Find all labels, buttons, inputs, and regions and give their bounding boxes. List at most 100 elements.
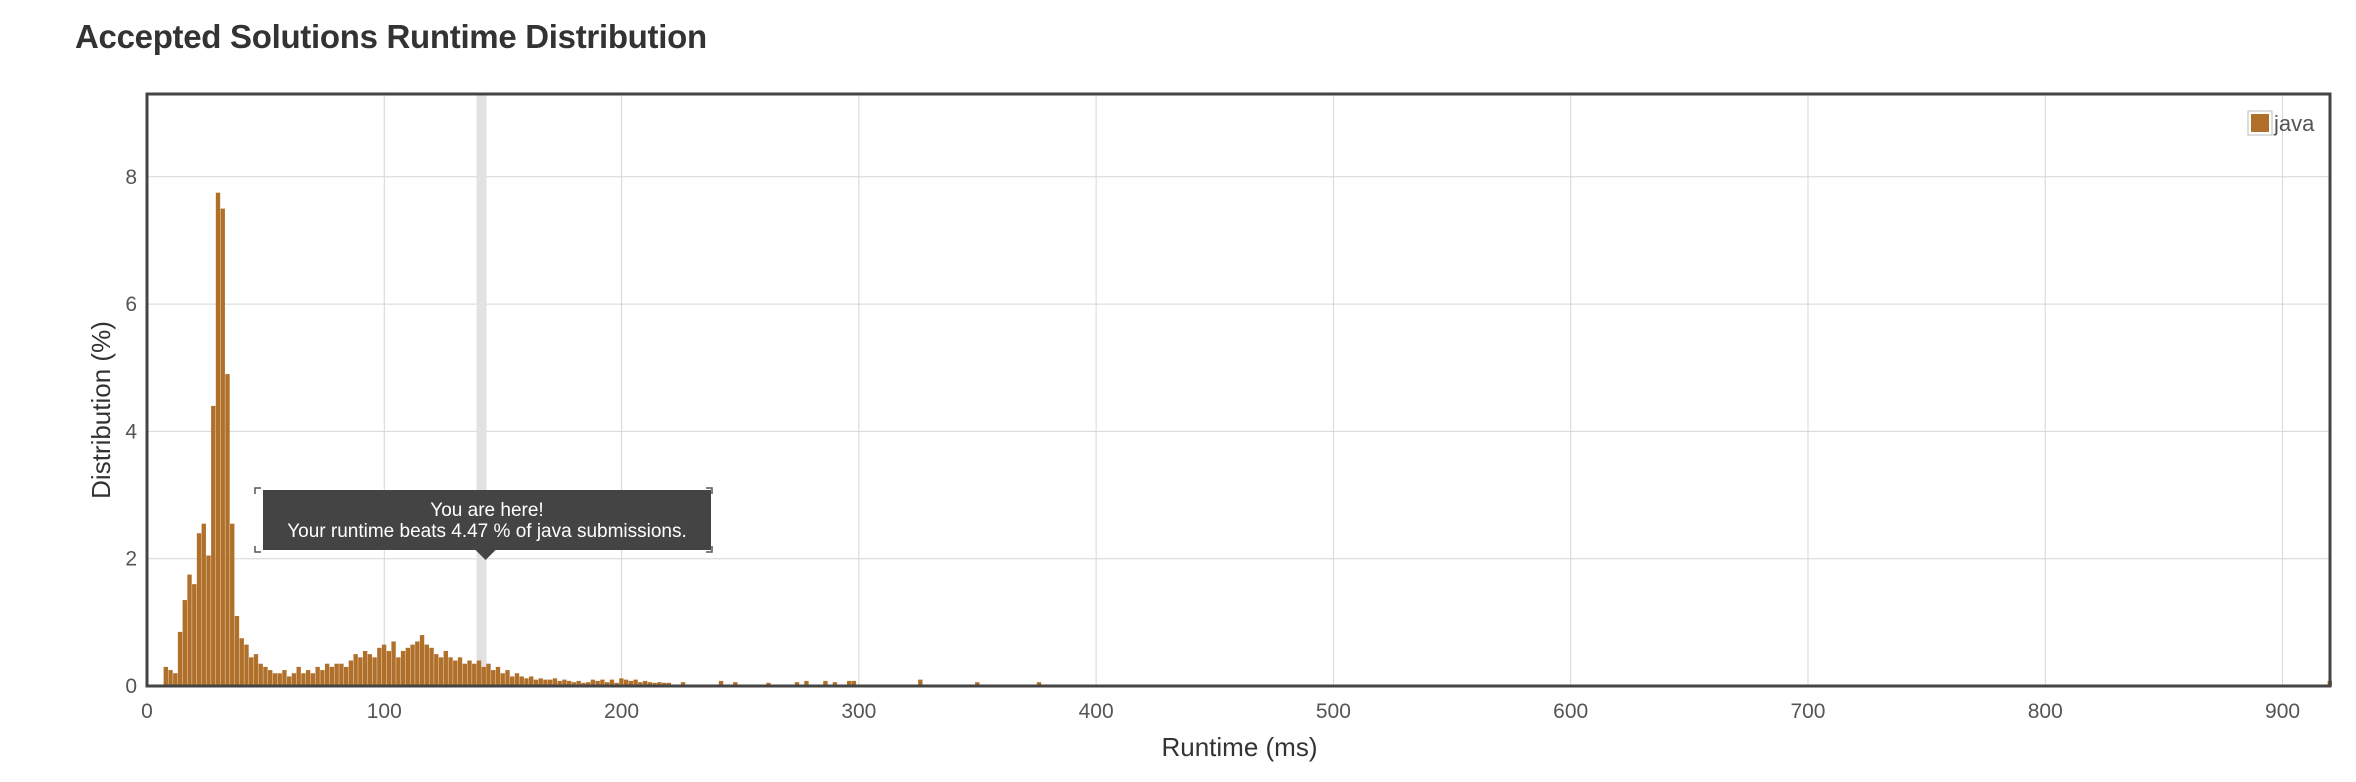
bar-java <box>168 670 173 686</box>
bar-java <box>510 676 515 686</box>
bar-java <box>287 676 292 686</box>
bar-java <box>253 654 259 686</box>
bar-java <box>505 670 510 686</box>
bar-java <box>434 654 439 686</box>
tooltip-line-2: Your runtime beats 4.47 % of java submis… <box>287 521 687 542</box>
bar-java <box>472 663 477 686</box>
bar-java <box>718 680 724 686</box>
bar-java <box>448 657 453 686</box>
bar-java <box>339 663 344 686</box>
bars-layer <box>163 192 2332 687</box>
bar-java <box>628 680 634 686</box>
bar-java <box>362 650 368 686</box>
bar-java <box>424 644 429 686</box>
bar-java <box>215 192 221 687</box>
x-tick-label: 800 <box>2028 700 2063 723</box>
current-runtime-highlight <box>476 94 487 686</box>
bar-java <box>476 660 482 686</box>
bar-java <box>268 670 273 686</box>
bar-java <box>258 663 263 686</box>
bar-java <box>514 673 520 686</box>
bar-java <box>604 682 610 686</box>
bar-java <box>377 647 382 686</box>
bar-java <box>220 208 225 686</box>
bar-java <box>386 650 392 686</box>
bar-java <box>652 682 657 686</box>
bar-java <box>600 679 605 686</box>
bar-java <box>619 678 624 686</box>
bar-java <box>975 682 980 686</box>
runtime-tooltip: You are here! Your runtime beats 4.47 % … <box>254 487 713 560</box>
bar-java <box>310 673 316 686</box>
bar-java <box>358 657 363 686</box>
bar-java <box>462 663 467 686</box>
bar-java <box>529 676 534 686</box>
y-tick-label: 2 <box>125 548 137 571</box>
bar-java <box>263 666 268 686</box>
bar-java <box>291 673 297 686</box>
bar-java <box>225 374 230 686</box>
bar-java <box>367 654 373 686</box>
tooltip-background <box>263 490 711 560</box>
bar-java <box>249 657 254 686</box>
x-tick-label: 900 <box>2265 700 2300 723</box>
x-tick-label: 300 <box>841 700 876 723</box>
bar-java <box>177 631 183 686</box>
x-tick-label: 700 <box>1790 700 1825 723</box>
bar-java <box>396 657 401 686</box>
bar-java <box>491 670 496 686</box>
x-tick-label: 100 <box>367 700 402 723</box>
bar-java <box>486 663 491 686</box>
bar-java <box>239 638 244 686</box>
bar-java <box>733 682 738 686</box>
bar-java <box>533 679 539 686</box>
bar-java <box>443 650 448 686</box>
bar-java <box>566 680 572 686</box>
legend[interactable]: java <box>2247 110 2315 136</box>
bar-java <box>766 682 771 686</box>
bar-java <box>277 673 282 686</box>
x-tick-label: 200 <box>604 700 639 723</box>
bar-java <box>301 673 306 686</box>
bar-java <box>391 641 396 686</box>
bar-java <box>543 679 548 686</box>
bar-java <box>623 679 629 686</box>
bar-java <box>638 682 643 686</box>
bar-java <box>211 405 216 686</box>
bar-java <box>571 682 577 686</box>
bar-java <box>666 682 672 686</box>
page-title: Accepted Solutions Runtime Distribution <box>75 18 707 55</box>
bar-java <box>642 680 648 686</box>
tooltip-line-1: You are here! <box>430 500 543 521</box>
bar-java <box>196 533 202 686</box>
y-tick-label: 8 <box>125 166 137 189</box>
bar-java <box>315 666 320 686</box>
bar-java <box>633 679 638 686</box>
y-tick-label: 4 <box>125 420 137 443</box>
bar-java <box>348 660 354 686</box>
bar-java <box>661 682 667 686</box>
bar-java <box>272 673 278 686</box>
tooltip-bracket <box>254 487 713 553</box>
bar-java <box>324 663 330 686</box>
grid-layer <box>147 94 2330 686</box>
bar-java <box>419 635 425 686</box>
bar-java <box>305 670 311 686</box>
legend-label-java[interactable]: java <box>2273 111 2315 136</box>
bar-java <box>590 679 596 686</box>
bar-java <box>595 680 600 686</box>
bar-java <box>851 680 857 686</box>
bar-java <box>519 676 524 686</box>
bar-java <box>823 680 828 686</box>
bar-java <box>524 678 529 686</box>
bar-java <box>381 644 387 686</box>
bar-java <box>804 680 809 686</box>
bar-java <box>680 682 686 686</box>
bar-java <box>576 680 581 686</box>
bar-java <box>557 680 562 686</box>
bar-java <box>562 679 567 686</box>
y-tick-label: 6 <box>125 293 137 316</box>
bar-java <box>173 673 178 686</box>
bar-java <box>495 666 501 686</box>
